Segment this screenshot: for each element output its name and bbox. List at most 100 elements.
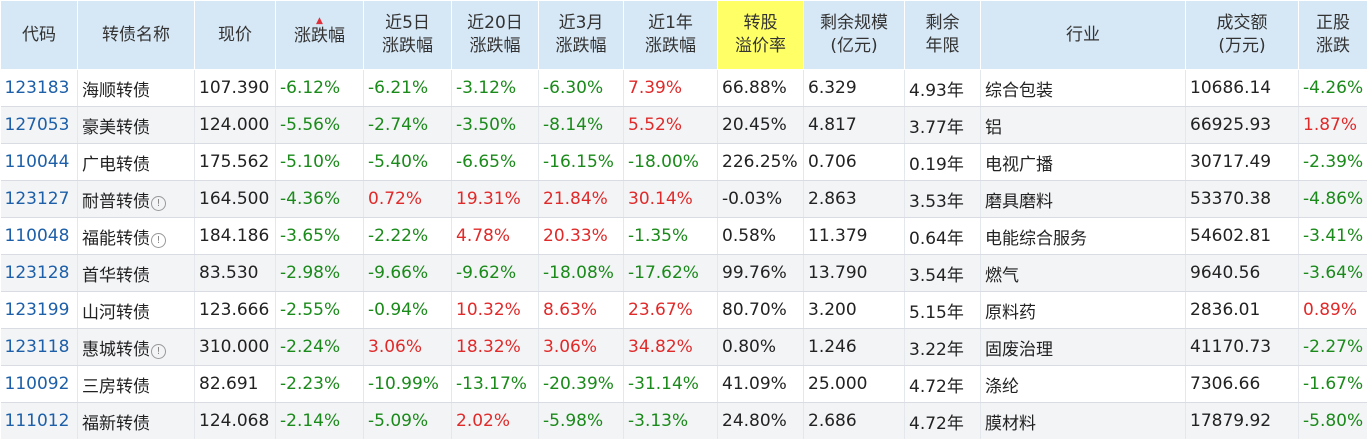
- cell-code[interactable]: 123183: [0, 69, 78, 107]
- cell-code[interactable]: 123199: [0, 291, 78, 329]
- table-row[interactable]: 111012 福新转债 124.068 -2.14% -5.09% 2.02% -5.98%…: [0, 402, 1367, 439]
- cell-change20: -3.50%: [451, 106, 539, 144]
- cell-change5: 3.06%: [363, 328, 452, 366]
- cell-change3m: -5.98%: [538, 402, 624, 439]
- cell-code[interactable]: 123127: [0, 180, 78, 218]
- cell-change3m: 3.06%: [538, 328, 624, 366]
- table-row[interactable]: 123118 惠城转债! 310.000 -2.24% 3.06% 18.32% 3.06%…: [0, 328, 1367, 366]
- cell-stock: -2.39%: [1298, 143, 1367, 181]
- col-header-premium[interactable]: 转股 溢价率: [717, 0, 804, 70]
- cell-name[interactable]: 福能转债!: [77, 217, 195, 255]
- cell-change: -5.10%: [275, 143, 364, 181]
- cell-stock: -2.27%: [1298, 328, 1367, 366]
- cell-change1y: -1.35%: [623, 217, 718, 255]
- sort-asc-icon[interactable]: ▲: [316, 15, 323, 26]
- cell-change: -2.23%: [275, 365, 364, 403]
- col-header-term[interactable]: 剩余 年限: [904, 0, 981, 70]
- cell-scale: 13.790: [803, 254, 905, 292]
- col-header-change1y[interactable]: 近1年 涨跌幅: [623, 0, 718, 70]
- cell-code[interactable]: 123128: [0, 254, 78, 292]
- cell-volume: 7306.66: [1185, 365, 1299, 403]
- cell-code[interactable]: 123118: [0, 328, 78, 366]
- cell-change20: -3.12%: [451, 69, 539, 107]
- info-icon[interactable]: !: [151, 343, 166, 359]
- table-row[interactable]: 110044 广电转债 175.562 -5.10% -5.40% -6.65% -16.1…: [0, 143, 1367, 181]
- cell-code[interactable]: 127053: [0, 106, 78, 144]
- cell-volume: 17879.92: [1185, 402, 1299, 439]
- cell-stock: -1.67%: [1298, 365, 1367, 403]
- cell-price: 124.000: [194, 106, 276, 144]
- cell-volume: 2836.01: [1185, 291, 1299, 329]
- cell-change5: -5.09%: [363, 402, 452, 439]
- col-header-name[interactable]: 转债名称: [77, 0, 195, 70]
- cell-change3m: 8.63%: [538, 291, 624, 329]
- cell-change20: 18.32%: [451, 328, 539, 366]
- cell-name[interactable]: 惠城转债!: [77, 328, 195, 366]
- cell-price: 184.186: [194, 217, 276, 255]
- cell-change5: -9.66%: [363, 254, 452, 292]
- table-row[interactable]: 123199 山河转债 123.666 -2.55% -0.94% 10.32% 8.63%…: [0, 291, 1367, 329]
- table-row[interactable]: 123128 首华转债 83.530 -2.98% -9.66% -9.62% -18.08…: [0, 254, 1367, 292]
- cell-industry: 固废治理: [980, 328, 1186, 366]
- col-header-industry[interactable]: 行业: [980, 0, 1186, 70]
- cell-change1y: 30.14%: [623, 180, 718, 218]
- cell-name[interactable]: 海顺转债: [77, 69, 195, 107]
- cell-name[interactable]: 三房转债: [77, 365, 195, 403]
- cell-name[interactable]: 福新转债: [77, 402, 195, 439]
- cell-industry: 涤纶: [980, 365, 1186, 403]
- cell-term: 4.93年: [904, 69, 981, 107]
- cell-name[interactable]: 首华转债: [77, 254, 195, 292]
- cell-premium: 41.09%: [717, 365, 804, 403]
- info-icon[interactable]: !: [151, 195, 166, 211]
- cell-change1y: 34.82%: [623, 328, 718, 366]
- table-row[interactable]: 110092 三房转债 82.691 -2.23% -10.99% -13.17% -20.…: [0, 365, 1367, 403]
- table-row[interactable]: 123127 耐普转债! 164.500 -4.36% 0.72% 19.31% 21.84…: [0, 180, 1367, 218]
- cell-change3m: -16.15%: [538, 143, 624, 181]
- cell-code[interactable]: 111012: [0, 402, 78, 439]
- cell-change: -2.14%: [275, 402, 364, 439]
- cell-term: 3.77年: [904, 106, 981, 144]
- cell-term: 4.72年: [904, 365, 981, 403]
- cell-term: 0.64年: [904, 217, 981, 255]
- table-row[interactable]: 127053 豪美转债 124.000 -5.56% -2.74% -3.50% -8.14…: [0, 106, 1367, 144]
- table-row[interactable]: 123183 海顺转债 107.390 -6.12% -6.21% -3.12% -6.30…: [0, 69, 1367, 107]
- cell-premium: 99.76%: [717, 254, 804, 292]
- cell-scale: 4.817: [803, 106, 905, 144]
- cell-stock: 1.87%: [1298, 106, 1367, 144]
- col-header-change5[interactable]: 近5日 涨跌幅: [363, 0, 452, 70]
- col-header-code[interactable]: 代码: [0, 0, 78, 70]
- cell-name[interactable]: 耐普转债!: [77, 180, 195, 218]
- cell-change20: 2.02%: [451, 402, 539, 439]
- cell-code[interactable]: 110044: [0, 143, 78, 181]
- cell-change20: -13.17%: [451, 365, 539, 403]
- col-header-change20[interactable]: 近20日 涨跌幅: [451, 0, 539, 70]
- cell-scale: 6.329: [803, 69, 905, 107]
- cell-volume: 41170.73: [1185, 328, 1299, 366]
- col-header-price[interactable]: 现价: [194, 0, 276, 70]
- cell-code[interactable]: 110092: [0, 365, 78, 403]
- col-header-stock[interactable]: 正股 涨跌: [1298, 0, 1367, 70]
- cell-volume: 53370.38: [1185, 180, 1299, 218]
- col-header-scale[interactable]: 剩余规模 (亿元): [803, 0, 905, 70]
- cell-change3m: 21.84%: [538, 180, 624, 218]
- cell-change20: 4.78%: [451, 217, 539, 255]
- col-header-volume[interactable]: 成交额 (万元): [1185, 0, 1299, 70]
- cell-name[interactable]: 豪美转债: [77, 106, 195, 144]
- col-header-change3m[interactable]: 近3月 涨跌幅: [538, 0, 624, 70]
- cell-industry: 电视广播: [980, 143, 1186, 181]
- cell-volume: 66925.93: [1185, 106, 1299, 144]
- cell-premium: 0.80%: [717, 328, 804, 366]
- cell-change1y: -3.13%: [623, 402, 718, 439]
- info-icon[interactable]: !: [151, 232, 166, 248]
- cell-code[interactable]: 110048: [0, 217, 78, 255]
- cell-scale: 0.706: [803, 143, 905, 181]
- table-row[interactable]: 110048 福能转债! 184.186 -3.65% -2.22% 4.78% 20.33…: [0, 217, 1367, 255]
- cell-name[interactable]: 广电转债: [77, 143, 195, 181]
- cell-price: 310.000: [194, 328, 276, 366]
- cell-premium: 66.88%: [717, 69, 804, 107]
- cell-change1y: 23.67%: [623, 291, 718, 329]
- cell-change3m: -6.30%: [538, 69, 624, 107]
- cell-change3m: -18.08%: [538, 254, 624, 292]
- cell-name[interactable]: 山河转债: [77, 291, 195, 329]
- col-header-change[interactable]: ▲ 涨跌幅: [275, 0, 364, 70]
